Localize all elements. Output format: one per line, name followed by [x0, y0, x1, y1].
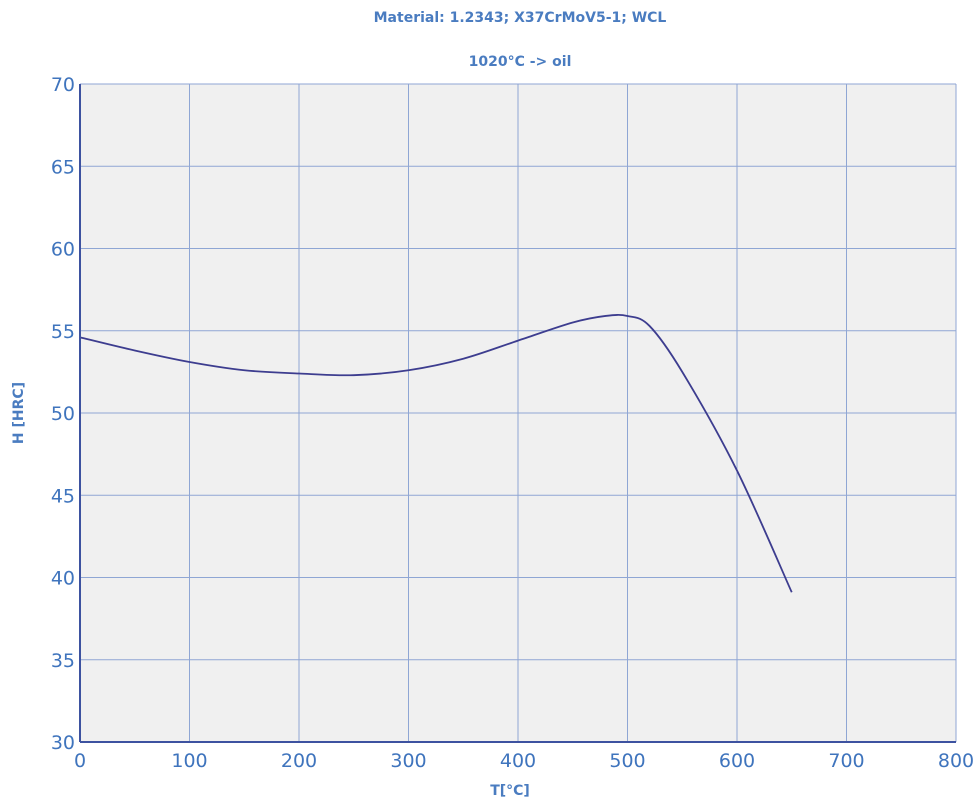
x-axis-label: T[°C] [490, 783, 530, 799]
x-tick-label: 500 [609, 750, 645, 772]
y-tick-label: 35 [51, 650, 75, 672]
x-tick-label: 300 [390, 750, 426, 772]
x-tick-label: 100 [171, 750, 207, 772]
x-tick-label: 700 [828, 750, 864, 772]
y-tick-label: 55 [51, 321, 75, 343]
series-layer [79, 314, 793, 593]
x-tick-label: 600 [719, 750, 755, 772]
x-tick-label: 200 [281, 750, 317, 772]
y-tick-label: 65 [51, 156, 75, 178]
y-tick-label: 30 [51, 732, 75, 754]
x-tick-labels: 0 100 200 300 400 500 600 700 800 [74, 750, 973, 772]
axes [79, 84, 956, 743]
x-tick-label: 0 [74, 750, 86, 772]
y-tick-labels: 30 35 40 45 50 55 60 65 70 [51, 74, 75, 754]
hardness-series-line [79, 314, 793, 593]
x-tick-label: 800 [938, 750, 973, 772]
y-tick-label: 45 [51, 485, 75, 507]
y-tick-label: 70 [51, 74, 75, 96]
chart-subtitle: 1020°C -> oil [469, 54, 572, 70]
x-tick-label: 400 [500, 750, 536, 772]
chart-title: Material: 1.2343; X37CrMoV5-1; WCL [374, 10, 667, 26]
y-axis-label: H [HRC] [11, 382, 27, 444]
y-tick-label: 40 [51, 568, 75, 590]
y-tick-label: 50 [51, 403, 75, 425]
y-tick-label: 60 [51, 239, 75, 261]
grid-lines [80, 83, 957, 742]
